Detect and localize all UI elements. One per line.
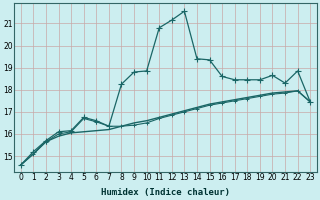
X-axis label: Humidex (Indice chaleur): Humidex (Indice chaleur) <box>101 188 230 197</box>
